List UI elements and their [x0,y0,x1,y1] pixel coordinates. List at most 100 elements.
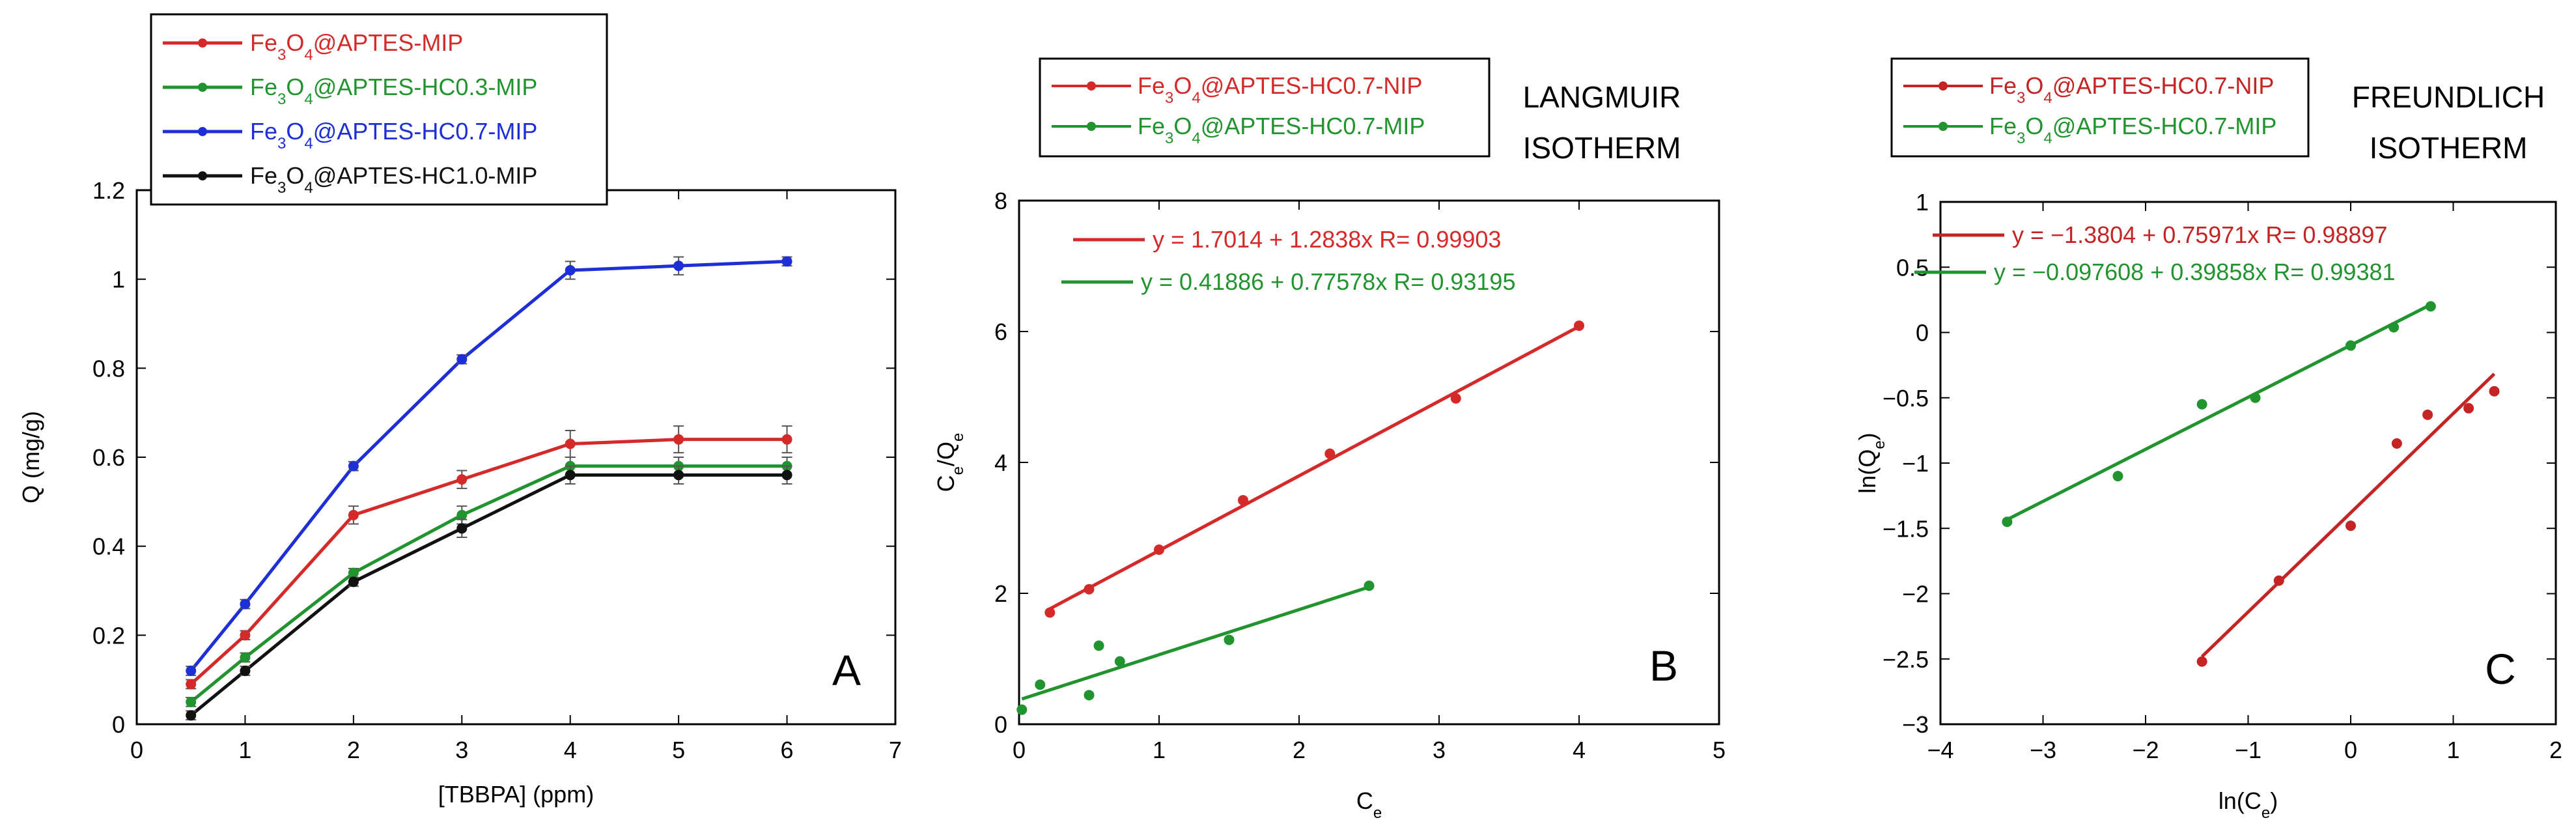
y-tick-label: 0.2 [92,622,125,649]
data-point [456,474,468,485]
data-point [565,265,576,275]
fit-line [2200,373,2496,658]
y-tick-label: −0.5 [1883,385,1929,412]
x-tick-label: 2 [1293,737,1306,763]
x-tick-label: 3 [455,737,468,763]
data-point [240,652,251,663]
legend-swatch-marker [198,38,207,48]
panel-a-isotherm-chart: 0 1 2 3 4 5 6 7 0 0.2 0.4 0.6 0.8 1 1.2 [TBBPA] (ppm) Q … [18,13,902,808]
panel-letter-a: A [832,646,861,694]
data-point [1154,544,1164,555]
data-point [1084,584,1095,595]
legend-entry: Fe3O4@APTES-HC0.7-MIP [1138,113,1425,147]
data-point [186,696,197,707]
data-point [186,710,197,721]
fit-line [1049,325,1580,610]
panel-c-freundlich-chart: −4 −3 −2 −1 0 1 2−3−2.5−2−1.5−1−0.500.51ln(Ce)… [1854,57,2562,822]
legend-swatch-marker [198,171,207,180]
fit-equation: y = 1.7014 + 1.2838x R= 0.99903 [1153,226,1501,253]
data-point [186,679,197,690]
data-point [2425,301,2436,312]
data-point [2112,471,2123,482]
panel-letter: B [1649,642,1678,690]
data-point [1324,448,1336,459]
fit-equation: y = 0.41886 + 0.77578x R= 0.93195 [1141,268,1515,295]
y-tick-label: −1.5 [1883,515,1929,542]
x-axis-label: [TBBPA] (ppm) [438,781,594,808]
legend-entry: Fe3O4@APTES-MIP [250,29,463,64]
legend-swatch-marker [1087,122,1096,131]
data-point [456,354,468,365]
data-point [1364,580,1375,591]
y-tick-label: 0.4 [92,533,125,560]
x-tick-label: 2 [2549,737,2562,763]
y-axis-label: Ce/Qe [932,433,967,492]
x-tick-label: 0 [130,737,143,763]
x-tick-label: −4 [1927,737,1953,763]
y-tick-label: −3 [1902,711,1929,738]
data-point [1044,607,1056,618]
data-point [1450,393,1461,404]
legend-swatch-marker [1939,122,1948,131]
isotherm-title: LANGMUIR [1523,80,1681,114]
y-tick-label: 6 [994,318,1007,345]
data-point [186,666,197,676]
data-point [240,666,251,676]
fit-line [1021,585,1370,701]
y-tick-label: 0.8 [92,355,125,382]
data-point [2250,392,2261,403]
x-tick-label: 3 [1433,737,1446,763]
legend-box [1039,57,1491,158]
data-point [240,599,251,610]
x-tick-label: 4 [1573,737,1586,763]
x-tick-label: 1 [2446,737,2459,763]
fit-equation: y = −0.097608 + 0.39858x R= 0.99381 [1994,259,2396,285]
data-point [673,470,684,481]
x-tick-label: 1 [238,737,251,763]
x-axis-label: ln(Ce) [2219,787,2278,822]
data-point [1035,679,1046,690]
data-point [240,630,251,641]
legend-swatch-marker [1939,81,1948,91]
x-tick-label: 0 [2344,737,2357,763]
data-point [2422,409,2433,420]
x-tick-label: −3 [2030,737,2056,763]
y-tick-label: 0 [112,711,125,738]
fit-line [2006,303,2431,522]
legend-swatch-marker [198,83,207,92]
data-point [781,256,792,267]
data-point [673,261,684,272]
y-tick-label: 0.5 [1896,254,1929,281]
data-point [348,576,359,587]
legend-entry: Fe3O4@APTES-HC0.7-NIP [1138,72,1422,107]
data-point [456,509,468,520]
fit-equation: y = −1.3804 + 0.75971x R= 0.98897 [2012,221,2387,248]
data-point [348,567,359,578]
x-tick-label: 1 [1153,737,1166,763]
y-axis-label: ln(Qe) [1854,432,1888,493]
legend-entry: Fe3O4@APTES-HC0.3-MIP [250,74,537,108]
y-tick-label: 1 [112,266,125,293]
data-point [1016,704,1028,715]
data-point [2345,340,2356,351]
panel-letter: C [2485,645,2516,693]
data-point [673,434,684,445]
x-tick-label: 2 [347,737,360,763]
y-tick-label: 0 [994,711,1007,738]
data-point [565,470,576,481]
y-axis-label: Q (mg/g) [18,411,44,503]
y-tick-label: 8 [994,188,1007,214]
x-tick-label: 6 [781,737,794,763]
data-point [2196,656,2207,667]
x-tick-label: −1 [2235,737,2261,763]
x-tick-label: 7 [889,737,902,763]
isotherm-title: FREUNDLICH [2352,80,2545,114]
data-point [1224,634,1235,645]
legend-entry: Fe3O4@APTES-HC0.7-NIP [1989,72,2274,107]
data-point [1084,690,1095,701]
data-point [2002,516,2013,528]
data-point [1093,640,1104,651]
y-tick-label: 1 [1916,189,1929,216]
y-tick-label: −2 [1902,581,1929,608]
